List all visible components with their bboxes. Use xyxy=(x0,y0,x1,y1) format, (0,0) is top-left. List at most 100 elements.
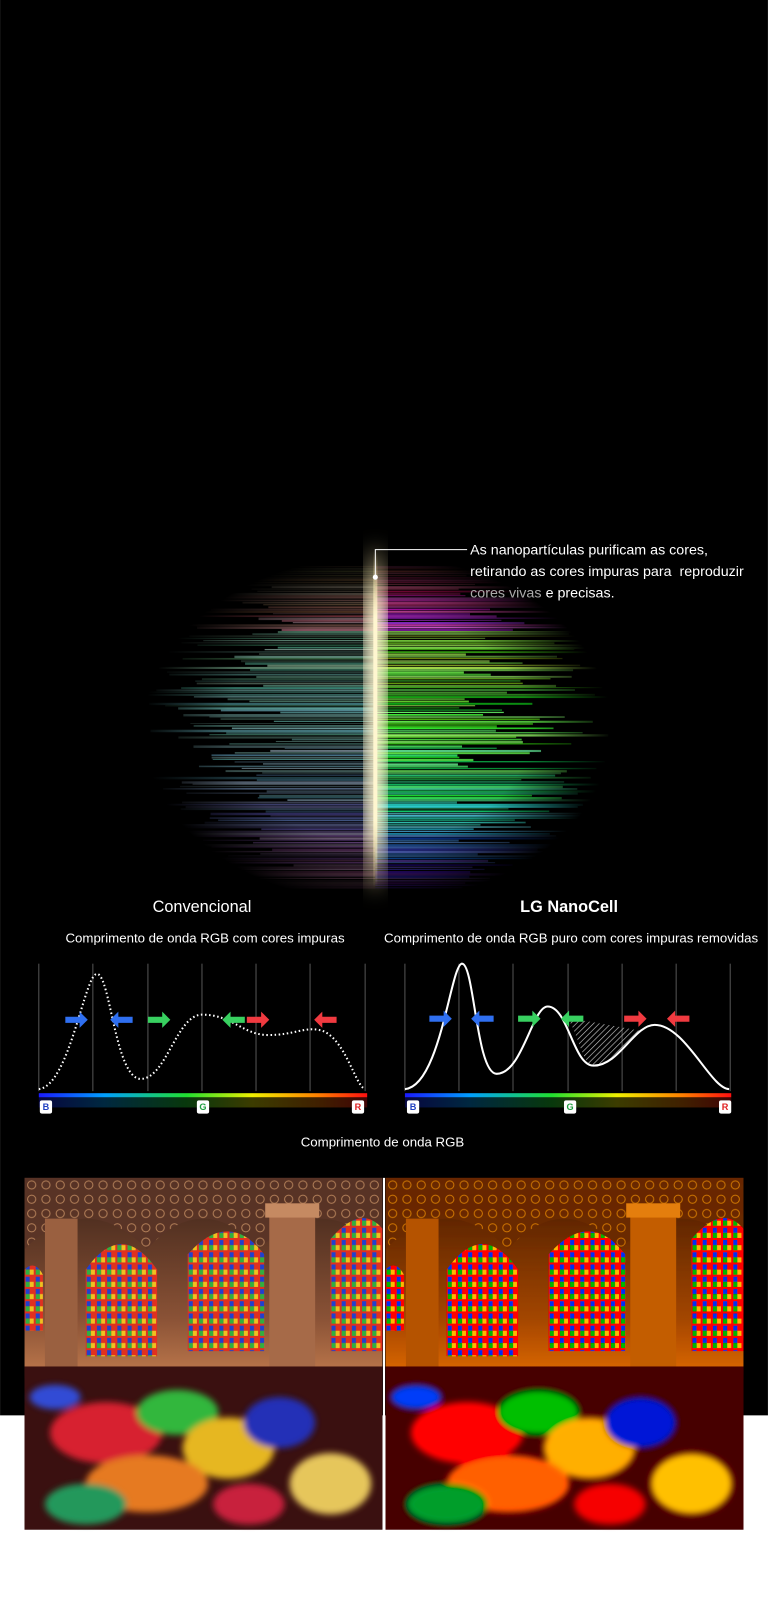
streak xyxy=(375,615,497,618)
streak xyxy=(210,812,376,816)
streak xyxy=(255,884,376,887)
streak xyxy=(150,729,376,733)
streak xyxy=(375,597,603,600)
axis-badge xyxy=(718,1100,732,1114)
streak xyxy=(375,718,540,720)
streak xyxy=(256,774,376,776)
streak xyxy=(210,608,376,611)
streak xyxy=(148,691,376,693)
streak xyxy=(375,821,526,824)
streak xyxy=(209,716,376,718)
streak xyxy=(270,749,376,752)
streak xyxy=(375,837,581,840)
streak xyxy=(185,806,376,809)
streak xyxy=(182,657,376,660)
streak xyxy=(170,570,376,573)
streak xyxy=(375,687,603,689)
streak xyxy=(242,572,376,575)
streak xyxy=(196,682,376,685)
streak xyxy=(186,792,376,794)
light-burst xyxy=(141,565,617,889)
streak xyxy=(375,714,484,716)
streak xyxy=(375,675,572,678)
streak xyxy=(375,651,613,654)
streak xyxy=(181,642,376,644)
streak xyxy=(231,727,376,730)
removed-colors xyxy=(568,1018,642,1066)
streak xyxy=(168,823,376,827)
streak xyxy=(375,626,576,629)
streak xyxy=(228,875,376,877)
streak xyxy=(185,882,376,885)
streak xyxy=(251,588,376,590)
callout-line xyxy=(374,549,468,578)
streak xyxy=(229,873,376,876)
streak xyxy=(253,841,376,844)
streak xyxy=(375,606,566,608)
streak xyxy=(375,886,463,889)
streak xyxy=(152,844,376,847)
streak xyxy=(277,631,376,634)
streak xyxy=(152,565,376,568)
streak xyxy=(375,700,469,703)
streak xyxy=(375,832,550,835)
streak xyxy=(375,565,505,569)
streak xyxy=(218,819,376,822)
streak xyxy=(212,579,376,581)
streak xyxy=(280,711,376,714)
streak xyxy=(375,817,588,820)
streak xyxy=(375,862,496,864)
annotation-line: e precisas. xyxy=(546,585,615,601)
streak xyxy=(375,790,601,793)
streak xyxy=(375,734,609,737)
photo-nanocell xyxy=(386,1178,744,1530)
axis-badge xyxy=(406,1100,420,1114)
streak xyxy=(276,886,376,889)
streak xyxy=(375,586,532,589)
streak xyxy=(375,785,563,789)
streak xyxy=(168,866,376,869)
annotation-line: As nanopartículas purificam as cores, xyxy=(470,542,708,558)
streak xyxy=(375,864,513,866)
streak xyxy=(292,622,376,624)
streak xyxy=(375,781,565,783)
panel-subtitle: Comprimento de onda RGB com cores impura… xyxy=(65,931,344,946)
streak xyxy=(207,595,376,598)
streak xyxy=(142,835,376,838)
streak xyxy=(375,698,465,700)
streak xyxy=(179,785,376,788)
streak xyxy=(375,859,489,863)
streak xyxy=(229,743,376,745)
streak xyxy=(245,662,376,665)
streak xyxy=(159,583,376,587)
axis-badge xyxy=(39,1100,53,1114)
spectrum-bar xyxy=(38,1093,368,1098)
streak xyxy=(375,880,501,882)
streak xyxy=(375,819,515,821)
axis-label: G xyxy=(567,1102,574,1112)
nano-filter xyxy=(373,550,378,888)
streak xyxy=(211,754,376,756)
streak xyxy=(166,671,376,673)
streak xyxy=(141,859,376,862)
streak xyxy=(375,749,542,753)
streak xyxy=(270,814,376,817)
streak xyxy=(156,637,376,640)
streak xyxy=(375,844,562,847)
streak xyxy=(201,678,376,681)
streak xyxy=(275,740,376,743)
streak xyxy=(271,586,376,589)
streak xyxy=(375,660,490,663)
streak xyxy=(375,763,458,766)
streak xyxy=(163,788,376,790)
streak xyxy=(188,581,376,584)
streak xyxy=(146,776,376,780)
spectrum-bar xyxy=(404,1093,732,1098)
streak xyxy=(375,725,497,728)
streak xyxy=(264,648,376,651)
streak xyxy=(375,599,601,602)
streak xyxy=(234,752,376,754)
streak xyxy=(256,675,376,679)
